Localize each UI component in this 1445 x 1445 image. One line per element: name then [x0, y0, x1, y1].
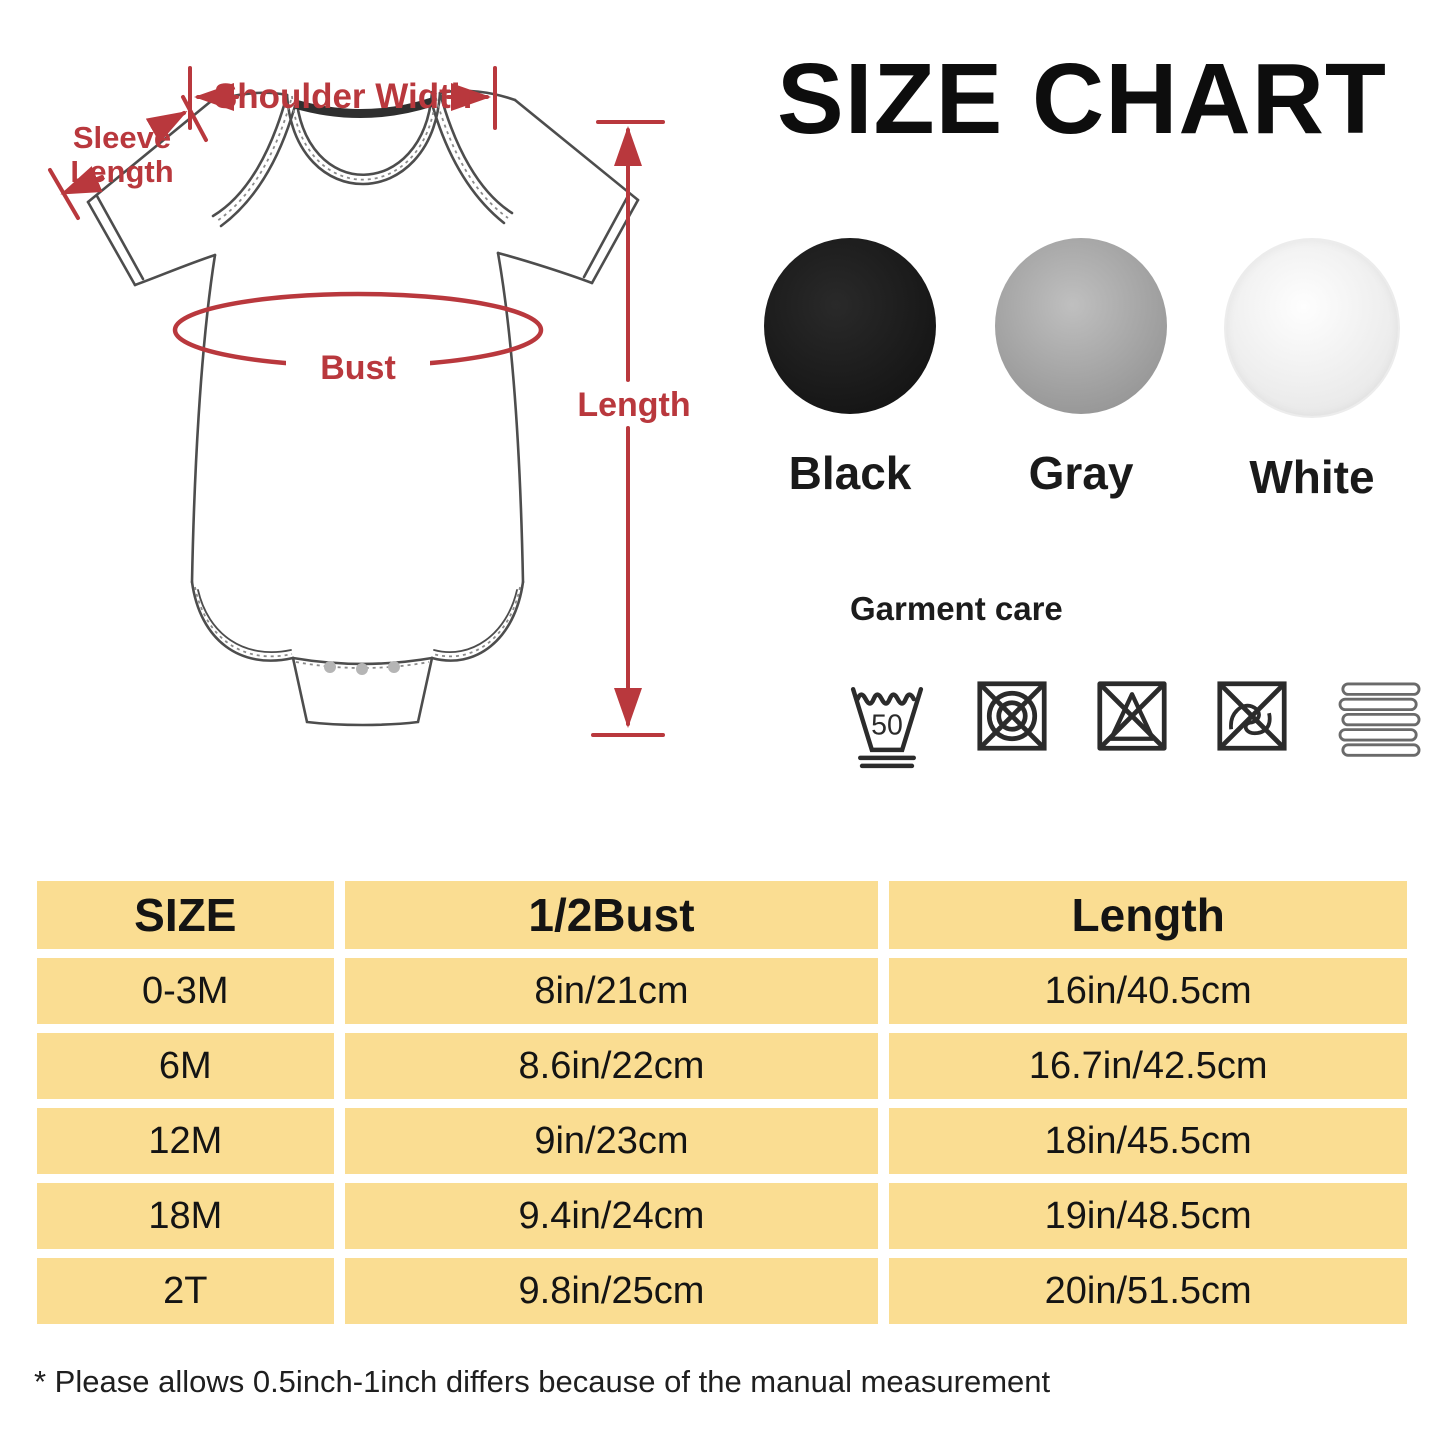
snap-buttons	[324, 661, 400, 675]
no-tumble-dry-icon	[977, 681, 1047, 751]
table-cell: 9.8in/25cm	[344, 1258, 879, 1324]
wash-50-icon: 50	[850, 687, 924, 769]
table-row: 6M 8.6in/22cm 16.7in/42.5cm	[37, 1033, 1407, 1099]
table-cell: 16.7in/42.5cm	[889, 1033, 1407, 1099]
table-cell: 9in/23cm	[344, 1108, 879, 1174]
bust-label: Bust	[320, 349, 396, 387]
page-title: SIZE CHART	[777, 43, 1387, 155]
measurement-annotations: Shoulder Width Sleeve Length Bust Length	[48, 66, 691, 737]
header-half-bust: 1/2Bust	[344, 881, 879, 949]
table-cell: 2T	[37, 1258, 334, 1324]
size-table-body: 0-3M 8in/21cm 16in/40.5cm 6M 8.6in/22cm 16.7i…	[37, 958, 1407, 1324]
sleeve-length-label-2: Length	[70, 154, 173, 189]
table-cell: 20in/51.5cm	[889, 1258, 1407, 1324]
table-cell: 8.6in/22cm	[344, 1033, 879, 1099]
color-swatches: Black Gray White	[745, 238, 1417, 504]
back-neck-band	[293, 97, 434, 118]
no-bleach-icon	[1097, 681, 1167, 751]
table-row: 2T 9.8in/25cm 20in/51.5cm	[37, 1258, 1407, 1324]
stitching	[194, 92, 521, 669]
gray-color-circle	[995, 238, 1167, 414]
black-color-circle	[764, 238, 936, 414]
garment-care-icons: 50	[846, 674, 1424, 774]
swatch-label: Black	[788, 447, 912, 499]
table-cell: 18M	[37, 1183, 334, 1249]
shoulder-width-label: Shoulder Width	[214, 77, 472, 116]
table-cell: 6M	[37, 1033, 334, 1099]
table-cell: 8in/21cm	[344, 958, 879, 1024]
white-color-circle	[1224, 238, 1400, 418]
dry-flat-icon	[1338, 682, 1421, 757]
swatch-gray: Gray	[976, 238, 1186, 504]
bodysuit-measurement-diagram: Shoulder Width Sleeve Length Bust Length	[48, 66, 691, 737]
wash-temp-label: 50	[871, 710, 903, 742]
table-row: 0-3M 8in/21cm 16in/40.5cm	[37, 958, 1407, 1024]
header-size: SIZE	[37, 881, 334, 949]
table-cell: 19in/48.5cm	[889, 1183, 1407, 1249]
measurement-footnote: * Please allows 0.5inch-1inch differs be…	[34, 1364, 1051, 1399]
table-cell: 0-3M	[37, 958, 334, 1024]
table-row: 18M 9.4in/24cm 19in/48.5cm	[37, 1183, 1407, 1249]
swatch-black: Black	[745, 238, 955, 504]
length-label: Length	[577, 386, 690, 424]
swatch-label: Gray	[1028, 447, 1134, 499]
table-cell: 16in/40.5cm	[889, 958, 1407, 1024]
sleeve-length-label-1: Sleeve	[73, 120, 171, 155]
swatch-label: White	[1249, 451, 1375, 503]
garment-care-heading: Garment care	[850, 590, 1063, 627]
no-wring-icon	[1217, 681, 1287, 751]
size-table: SIZE 1/2Bust Length 0-3M 8in/21cm 16in/40.…	[26, 872, 1418, 1333]
table-cell: 12M	[37, 1108, 334, 1174]
table-cell: 18in/45.5cm	[889, 1108, 1407, 1174]
header-length: Length	[889, 881, 1407, 949]
swatch-white: White	[1207, 238, 1417, 504]
table-header-row: SIZE 1/2Bust Length	[37, 881, 1407, 949]
table-cell: 9.4in/24cm	[344, 1183, 879, 1249]
table-row: 12M 9in/23cm 18in/45.5cm	[37, 1108, 1407, 1174]
